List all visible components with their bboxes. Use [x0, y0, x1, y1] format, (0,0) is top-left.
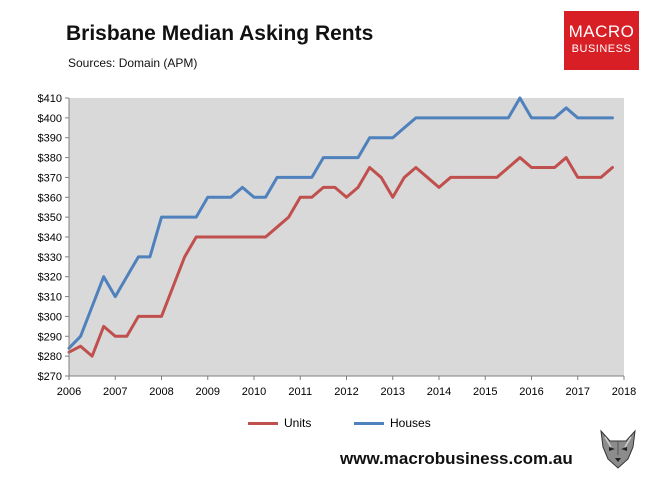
- x-tick-label: 2009: [196, 386, 220, 398]
- x-tick-label: 2008: [149, 386, 173, 398]
- logo-line1: MACRO: [568, 22, 635, 41]
- y-tick-label: $280: [38, 351, 62, 363]
- x-tick-label: 2011: [288, 386, 312, 398]
- x-tick-label: 2014: [427, 386, 451, 398]
- y-tick-label: $300: [38, 311, 62, 323]
- x-tick-label: 2018: [612, 386, 636, 398]
- y-tick-label: $410: [38, 93, 62, 105]
- legend-label-houses: Houses: [390, 416, 431, 430]
- y-tick-label: $340: [38, 232, 62, 244]
- legend-item-units: Units: [248, 416, 311, 430]
- legend-swatch-houses: [354, 421, 384, 425]
- x-tick-label: 2015: [473, 386, 497, 398]
- series-line-houses: [67, 96, 614, 350]
- y-tick-label: $390: [38, 133, 62, 145]
- x-tick-label: 2017: [566, 386, 590, 398]
- y-tick-label: $400: [38, 113, 62, 125]
- macrobusiness-logo: MACRO BUSINESS: [564, 11, 639, 70]
- y-tick-label: $380: [38, 153, 62, 165]
- y-tick-label: $290: [38, 331, 62, 343]
- y-tick-label: $320: [38, 272, 62, 284]
- y-tick-label: $330: [38, 252, 62, 264]
- chart-title: Brisbane Median Asking Rents: [66, 22, 374, 45]
- legend-swatch-units: [248, 421, 278, 425]
- legend-label-units: Units: [284, 416, 312, 430]
- x-tick-label: 2013: [381, 386, 405, 398]
- wolf-icon: [595, 425, 641, 471]
- series-group: [67, 96, 614, 358]
- plot-background: [69, 98, 624, 376]
- axes-group: $270 $280 $290 $300 $310 $320 $330 $340 $350 $360…: [38, 93, 637, 398]
- website-url: www.macrobusiness.com.au: [340, 449, 573, 468]
- x-tick-label: 2012: [334, 386, 358, 398]
- legend-item-houses: Houses: [354, 416, 431, 430]
- x-tick-label: 2016: [519, 386, 543, 398]
- logo-line2: BUSINESS: [571, 43, 632, 55]
- y-tick-label: $310: [38, 292, 62, 304]
- x-tick-label: 2006: [57, 386, 81, 398]
- plot-area: [69, 98, 624, 376]
- x-tick-label: 2007: [103, 386, 127, 398]
- chart-subtitle: Sources: Domain (APM): [68, 56, 198, 70]
- y-tick-label: $270: [38, 371, 62, 383]
- y-tick-label: $360: [38, 192, 62, 204]
- series-line-units: [67, 156, 614, 358]
- x-tick-label: 2010: [242, 386, 266, 398]
- y-tick-label: $350: [38, 212, 62, 224]
- y-tick-label: $370: [38, 172, 62, 184]
